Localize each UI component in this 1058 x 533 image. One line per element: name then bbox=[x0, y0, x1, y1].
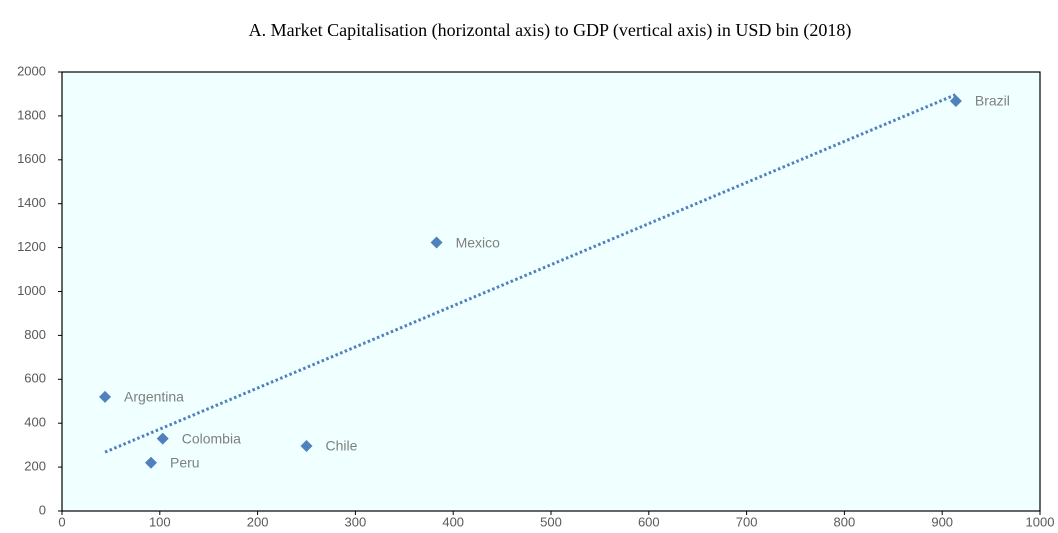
point-label: Colombia bbox=[182, 430, 241, 446]
x-tick-label: 500 bbox=[540, 514, 562, 529]
y-tick-label: 200 bbox=[24, 459, 46, 474]
y-tick-label: 600 bbox=[24, 371, 46, 386]
y-tick-label: 1400 bbox=[17, 195, 46, 210]
x-tick-label: 900 bbox=[931, 514, 953, 529]
y-tick-label: 0 bbox=[39, 502, 46, 517]
point bbox=[156, 432, 169, 445]
y-tick-label: 1200 bbox=[17, 239, 46, 254]
y-tick-label: 1800 bbox=[17, 107, 46, 122]
chart-title: A. Market Capitalisation (horizontal axi… bbox=[249, 20, 852, 41]
point-label: Mexico bbox=[456, 234, 501, 250]
point bbox=[144, 456, 157, 469]
trendline bbox=[104, 93, 957, 454]
plot-area bbox=[61, 71, 1041, 512]
x-tick-label: 100 bbox=[149, 514, 171, 529]
y-tick-label: 1000 bbox=[17, 283, 46, 298]
point-label: Brazil bbox=[975, 93, 1010, 109]
point bbox=[99, 390, 112, 403]
point bbox=[430, 236, 443, 249]
x-tick-label: 0 bbox=[58, 514, 65, 529]
point bbox=[300, 440, 313, 453]
x-tick-label: 1000 bbox=[1026, 514, 1055, 529]
y-tick-label: 2000 bbox=[17, 63, 46, 78]
y-tick-label: 1600 bbox=[17, 151, 46, 166]
point-label: Chile bbox=[326, 438, 358, 454]
point-label: Argentina bbox=[124, 389, 184, 405]
x-tick-label: 700 bbox=[736, 514, 758, 529]
x-tick-label: 300 bbox=[345, 514, 367, 529]
x-tick-label: 600 bbox=[638, 514, 660, 529]
x-tick-label: 200 bbox=[247, 514, 269, 529]
y-tick-label: 800 bbox=[24, 327, 46, 342]
x-tick-label: 800 bbox=[834, 514, 856, 529]
y-tick-label: 400 bbox=[24, 415, 46, 430]
point bbox=[949, 94, 962, 107]
point-label: Peru bbox=[170, 454, 200, 470]
x-tick-label: 400 bbox=[442, 514, 464, 529]
